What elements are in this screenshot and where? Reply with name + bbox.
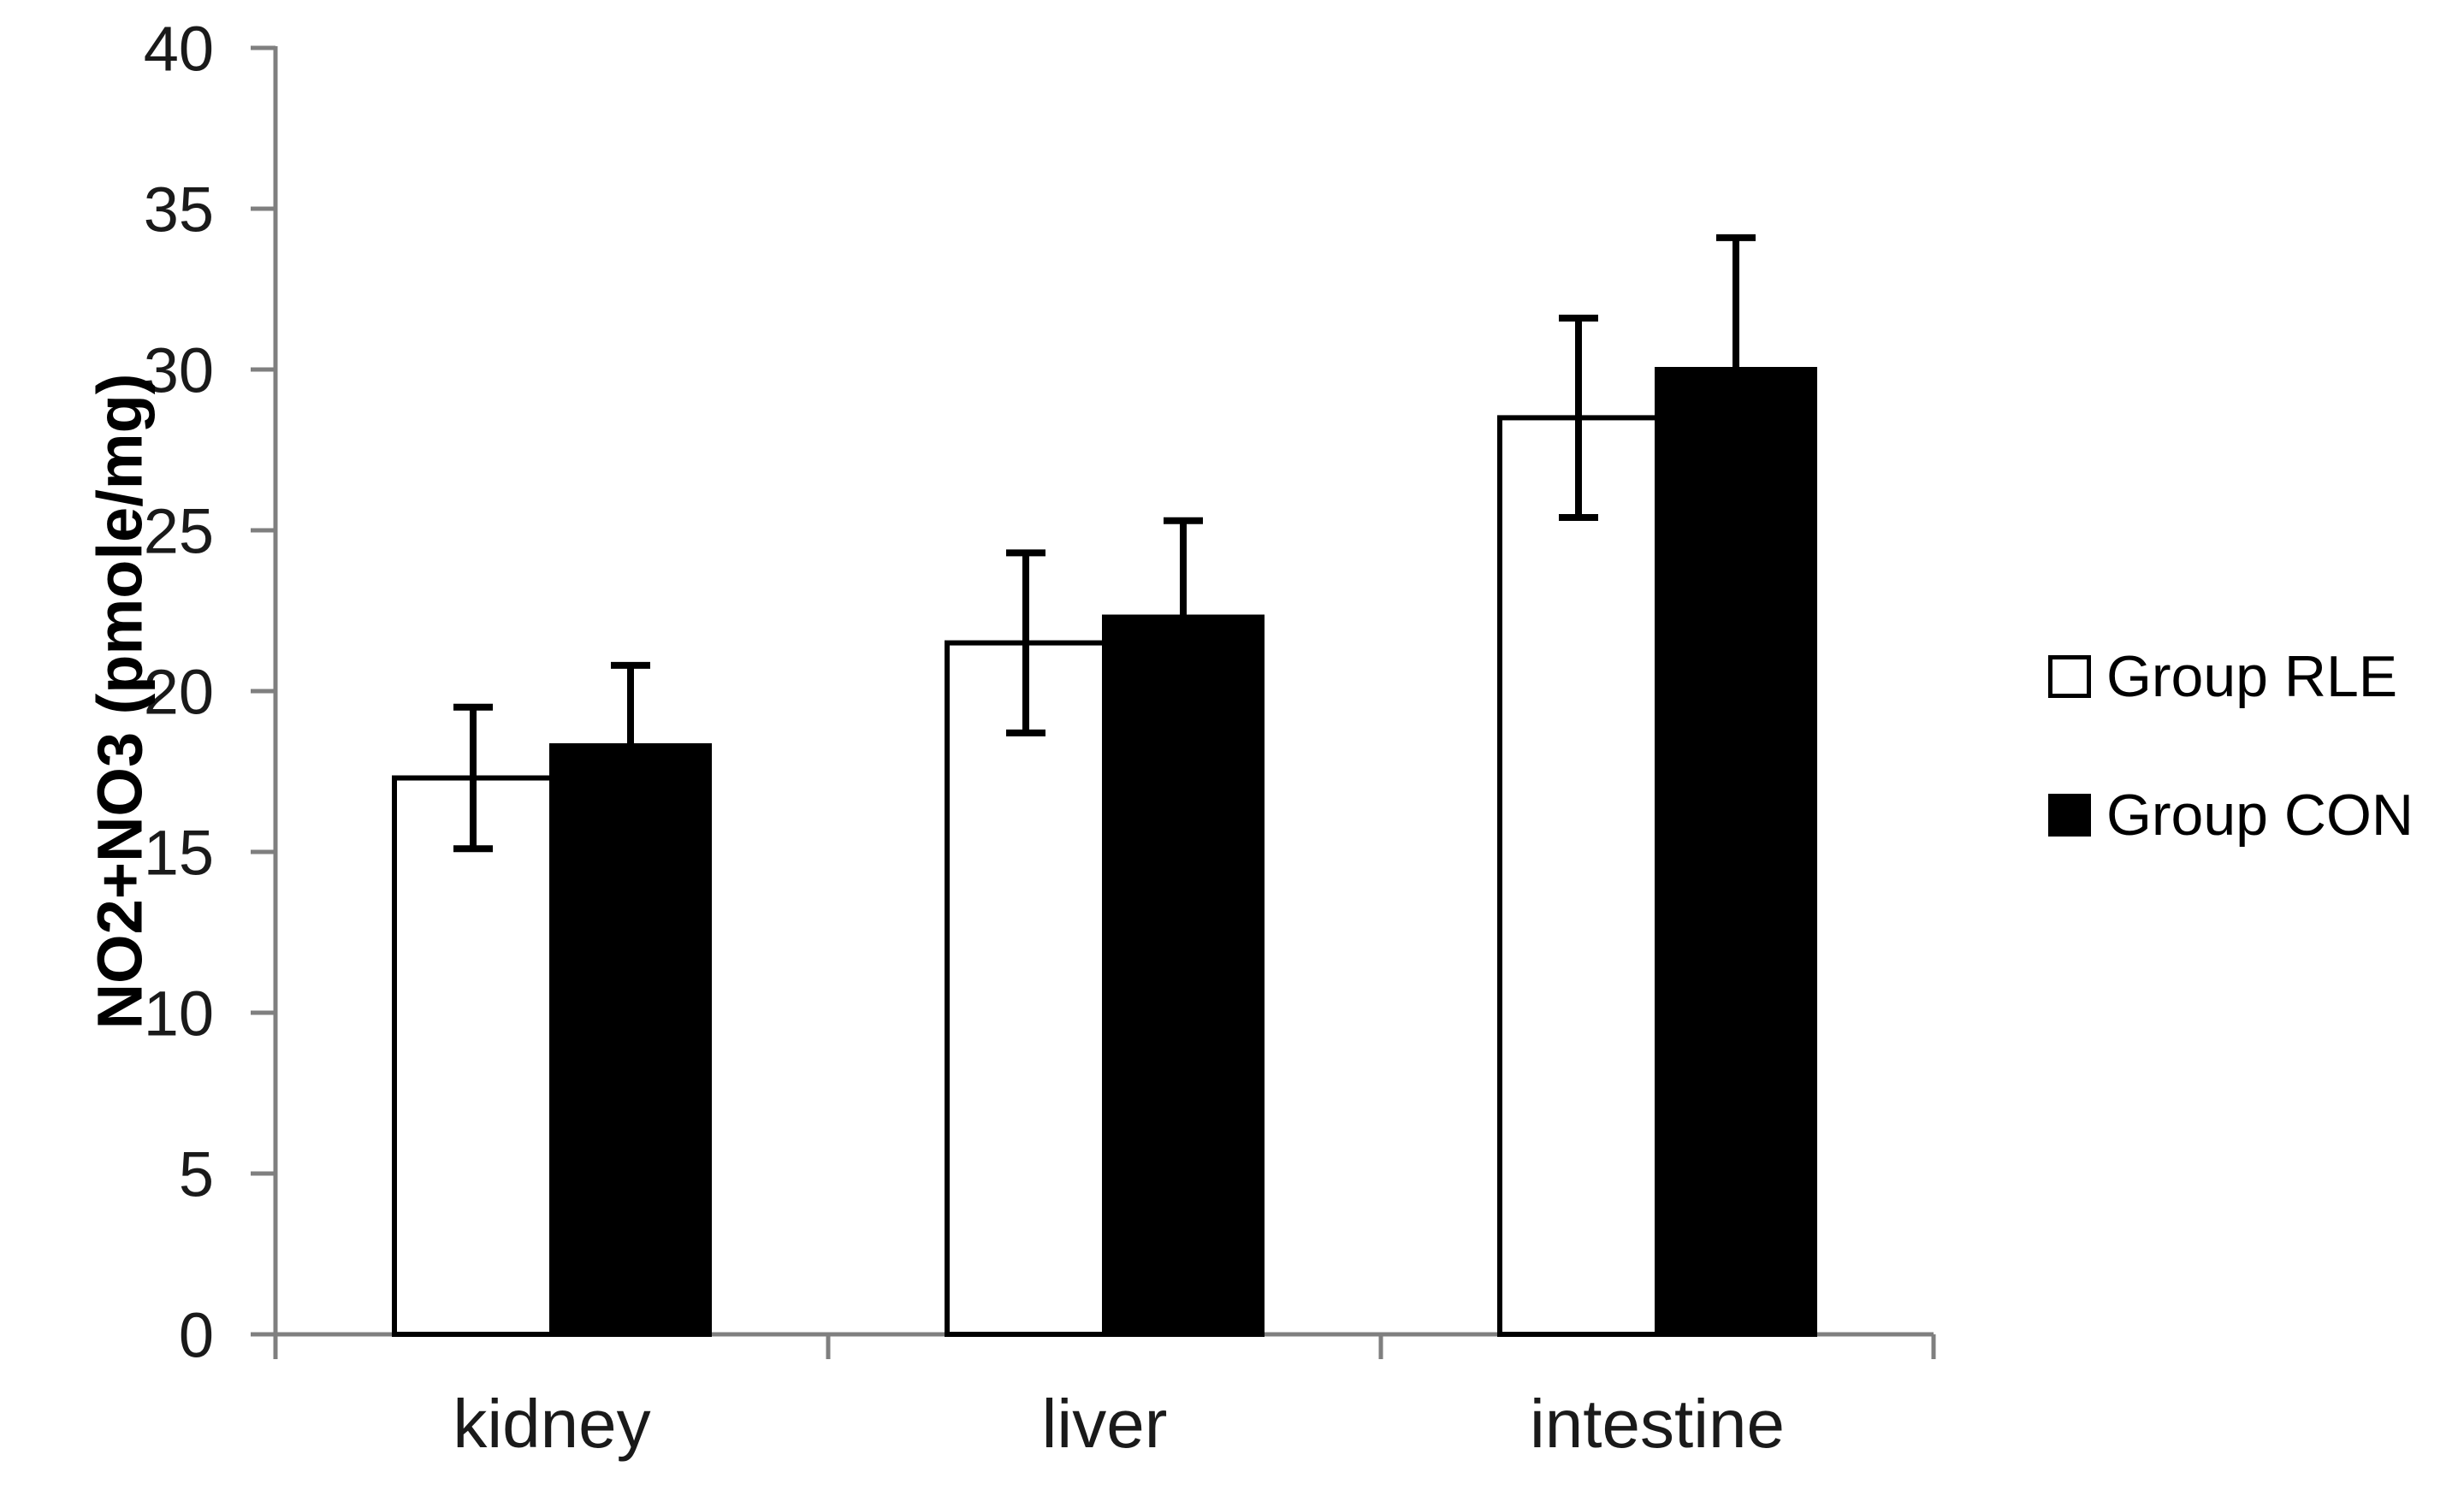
bar-con-liver bbox=[1102, 614, 1265, 1337]
y-tick-label-20: 20 bbox=[144, 657, 214, 728]
legend: Group RLE Group CON bbox=[2048, 644, 2414, 848]
legend-open-square-icon bbox=[2048, 655, 2091, 698]
y-tick-label-0: 0 bbox=[179, 1300, 214, 1371]
bar-con-intestine bbox=[1655, 367, 1817, 1337]
legend-label-group-con: Group CON bbox=[2106, 783, 2414, 848]
category-label-intestine: intestine bbox=[1530, 1386, 1785, 1462]
bar-con-kidney bbox=[549, 742, 712, 1337]
y-tick-label-15: 15 bbox=[144, 818, 214, 889]
y-tick-label-30: 30 bbox=[144, 335, 214, 406]
y-tick-label-35: 35 bbox=[144, 174, 214, 245]
bar-rle-kidney bbox=[392, 775, 554, 1337]
category-label-liver: liver bbox=[1042, 1386, 1168, 1462]
category-label-kidney: kidney bbox=[453, 1386, 650, 1462]
bar-rle-liver bbox=[945, 640, 1107, 1337]
legend-item-group-rle: Group RLE bbox=[2048, 644, 2414, 709]
y-tick-label-5: 5 bbox=[179, 1139, 214, 1210]
y-tick-label-40: 40 bbox=[144, 14, 214, 85]
y-tick-label-25: 25 bbox=[144, 496, 214, 567]
legend-item-group-con: Group CON bbox=[2048, 783, 2414, 848]
bar-rle-intestine bbox=[1497, 415, 1660, 1337]
y-axis-title: NO2+NO3 (pmole/mg) bbox=[84, 373, 156, 1030]
legend-filled-square-icon bbox=[2048, 794, 2091, 837]
legend-label-group-rle: Group RLE bbox=[2106, 644, 2398, 709]
y-tick-label-10: 10 bbox=[144, 979, 214, 1050]
